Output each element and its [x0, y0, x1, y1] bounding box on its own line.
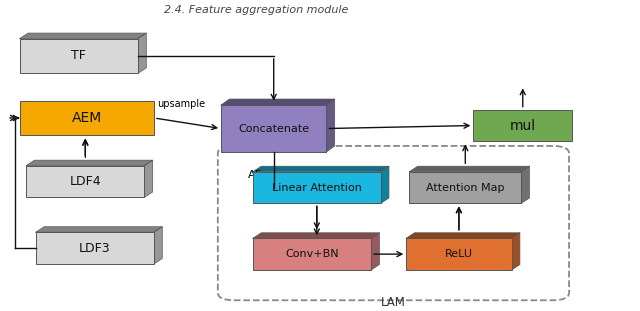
Polygon shape [511, 233, 520, 270]
FancyBboxPatch shape [253, 238, 371, 270]
Text: TF: TF [72, 49, 86, 63]
Polygon shape [20, 33, 147, 39]
Text: LAM: LAM [381, 296, 406, 309]
Polygon shape [145, 160, 153, 197]
FancyBboxPatch shape [473, 110, 572, 142]
Polygon shape [326, 99, 335, 152]
Polygon shape [253, 166, 389, 172]
Text: LDF3: LDF3 [79, 242, 111, 255]
Polygon shape [406, 233, 520, 238]
Text: Conv+BN: Conv+BN [285, 249, 339, 259]
Polygon shape [221, 99, 335, 105]
Text: Linear Attention: Linear Attention [272, 183, 362, 193]
FancyBboxPatch shape [26, 166, 145, 197]
Text: AEM: AEM [72, 111, 102, 125]
Polygon shape [36, 227, 163, 232]
Polygon shape [26, 160, 153, 166]
FancyBboxPatch shape [406, 238, 511, 270]
FancyBboxPatch shape [20, 39, 138, 73]
Polygon shape [371, 233, 380, 270]
Text: AF: AF [248, 170, 262, 180]
FancyBboxPatch shape [221, 105, 326, 152]
Polygon shape [410, 166, 529, 172]
Polygon shape [138, 33, 147, 73]
Polygon shape [521, 166, 529, 203]
Text: upsample: upsample [157, 99, 205, 109]
FancyBboxPatch shape [36, 232, 154, 264]
Text: LDF4: LDF4 [70, 175, 101, 188]
Polygon shape [154, 227, 163, 264]
Text: Attention Map: Attention Map [426, 183, 504, 193]
FancyBboxPatch shape [253, 172, 381, 203]
Text: mul: mul [509, 118, 536, 132]
FancyBboxPatch shape [20, 100, 154, 135]
Text: Concatenate: Concatenate [238, 123, 309, 133]
Text: 2.4. Feature aggregation module: 2.4. Feature aggregation module [164, 5, 348, 15]
Polygon shape [253, 233, 380, 238]
FancyBboxPatch shape [410, 172, 521, 203]
Polygon shape [381, 166, 389, 203]
Text: ReLU: ReLU [445, 249, 473, 259]
